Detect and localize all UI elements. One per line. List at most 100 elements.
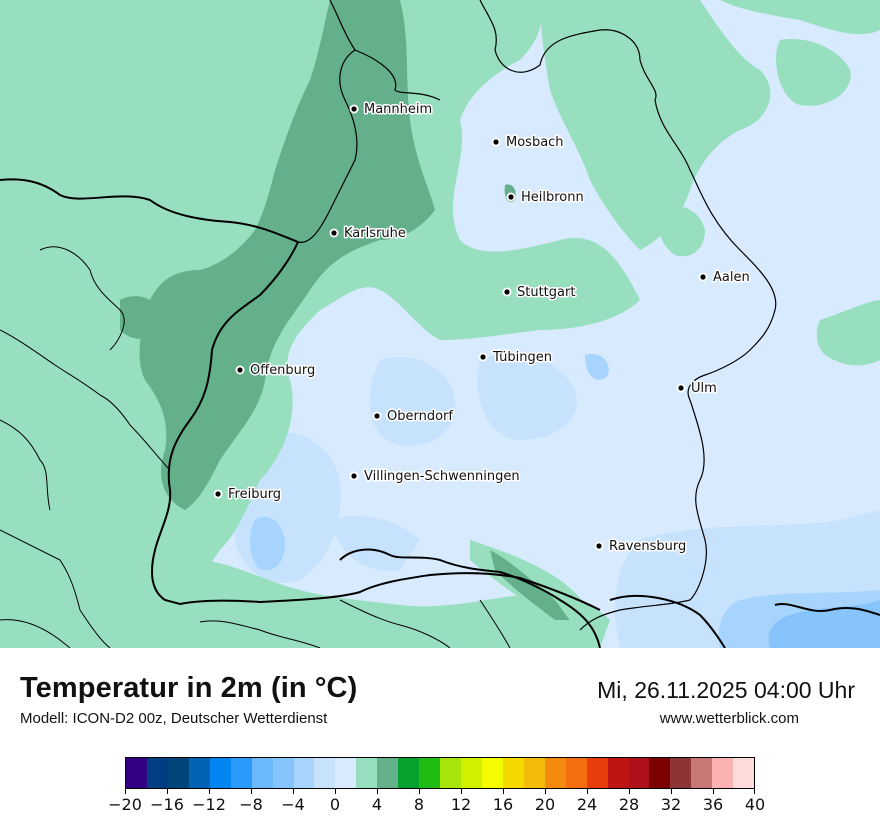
colorbar-tick-label: 36 (702, 795, 724, 814)
colorbar-tick-label: 40 (744, 795, 766, 814)
colorbar-segment (481, 758, 503, 788)
colorbar-tick (293, 789, 294, 794)
colorbar-tick (503, 789, 504, 794)
city-tübingen: Tübingen (478, 349, 554, 367)
model-source: Modell: ICON-D2 00z, Deutscher Wetterdie… (20, 710, 328, 727)
website-link[interactable]: www.wetterblick.com (659, 710, 799, 727)
colorbar-segment (544, 758, 566, 788)
colorbar-segment (356, 758, 378, 788)
city-dot-icon (504, 289, 510, 295)
city-freiburg: Freiburg (213, 486, 283, 504)
city-dot-icon (596, 543, 602, 549)
colorbar-segment (691, 758, 713, 788)
colorbar-segment (628, 758, 650, 788)
colorbar-tick-label: 32 (660, 795, 682, 814)
colorbar-tick-label: 28 (618, 795, 640, 814)
colorbar-segment (398, 758, 420, 788)
colorbar-segment (733, 758, 755, 788)
coldest-areas (768, 600, 880, 648)
map-title: Temperatur in 2m (in °C) (20, 672, 358, 704)
colorbar-segment (251, 758, 273, 788)
city-mosbach: Mosbach (491, 134, 565, 152)
city-offenburg: Offenburg (235, 362, 317, 380)
colorbar-tick (713, 789, 714, 794)
colorbar-segment (649, 758, 671, 788)
colorbar-ticks: −20 −16 −12 −8 −4 0 4 8 12 16 20 24 28 32 36 40 (108, 789, 765, 819)
colorbar-tick (251, 789, 252, 794)
city-dot-icon (237, 367, 243, 373)
colorbar-segment (419, 758, 441, 788)
colorbar-tick-label: 8 (413, 795, 425, 814)
city-ulm: Ulm (676, 380, 718, 398)
colorbar-segment (209, 758, 231, 788)
colorbar-segment (461, 758, 482, 788)
warm-areas (120, 0, 570, 620)
city-dot-icon (678, 385, 684, 391)
temperature-map: Mannheim Mosbach Heilbronn Karlsruhe Aalen St… (0, 0, 880, 648)
city-label: Freiburg (228, 487, 281, 502)
colorbar-segment (146, 758, 168, 788)
city-label: Stuttgart (517, 285, 575, 300)
colorbar-tick-label: −12 (192, 795, 226, 814)
city-dot-icon (351, 473, 357, 479)
colorbar-tick (671, 789, 672, 794)
colorbar-segment (230, 758, 252, 788)
city-label: Tübingen (492, 350, 552, 365)
temperature-colorbar (125, 757, 755, 789)
city-dot-icon (493, 139, 499, 145)
colorbar-segment (126, 758, 147, 788)
colorbar-segment (712, 758, 734, 788)
city-label: Offenburg (250, 363, 315, 378)
city-label: Mosbach (506, 135, 564, 150)
colorbar-tick (545, 789, 546, 794)
city-oberndorf: Oberndorf (372, 408, 455, 426)
city-label: Mannheim (364, 102, 432, 117)
colorbar-tick-label: 12 (450, 795, 472, 814)
city-ravensburg: Ravensburg (594, 538, 688, 556)
colorbar-segment (670, 758, 692, 788)
borders (0, 0, 880, 648)
colorbar-segment (188, 758, 210, 788)
colorbar-segment (586, 758, 608, 788)
city-dot-icon (480, 354, 486, 360)
city-label: Oberndorf (387, 409, 453, 424)
colorbar-tick (587, 789, 588, 794)
city-label: Heilbronn (521, 190, 584, 205)
city-label: Ravensburg (609, 539, 686, 554)
colorbar-tick (629, 789, 630, 794)
colorbar-segment (607, 758, 629, 788)
colorbar-tick (167, 789, 168, 794)
city-dot-icon (215, 491, 221, 497)
colorbar-tick (754, 789, 755, 794)
city-label: Karlsruhe (344, 226, 406, 241)
forecast-datetime: Mi, 26.11.2025 04:00 Uhr (597, 677, 855, 703)
colorbar-tick-label: 4 (371, 795, 383, 814)
city-label: Ulm (691, 381, 717, 396)
colorbar-segment (523, 758, 545, 788)
city-mannheim: Mannheim (349, 101, 434, 119)
colorbar-tick-label: 16 (492, 795, 514, 814)
colorbar-tick-label: −8 (239, 795, 263, 814)
city-label: Aalen (713, 270, 750, 285)
colorbar-tick-label: −20 (108, 795, 142, 814)
colorbar-tick-label: −16 (150, 795, 184, 814)
colorbar-segment (440, 758, 461, 788)
city-villingen-schwenningen: Villingen-Schwenningen (349, 468, 521, 486)
colorbar-tick (125, 789, 126, 794)
colorbar-tick-label: −4 (281, 795, 305, 814)
colorbar-segment (272, 758, 294, 788)
city-aalen: Aalen (698, 269, 751, 287)
city-label: Villingen-Schwenningen (364, 469, 520, 484)
city-dot-icon (508, 194, 514, 200)
colorbar-segment (314, 758, 336, 788)
colorbar-segment (293, 758, 315, 788)
city-stuttgart: Stuttgart (502, 284, 577, 302)
colorbar-segment (335, 758, 357, 788)
city-heilbronn: Heilbronn (506, 189, 585, 207)
city-dot-icon (331, 230, 337, 236)
colorbar-segment (377, 758, 399, 788)
city-dot-icon (351, 106, 357, 112)
colorbar-tick (419, 789, 420, 794)
colorbar-tick-label: 20 (534, 795, 556, 814)
city-dot-icon (700, 274, 706, 280)
